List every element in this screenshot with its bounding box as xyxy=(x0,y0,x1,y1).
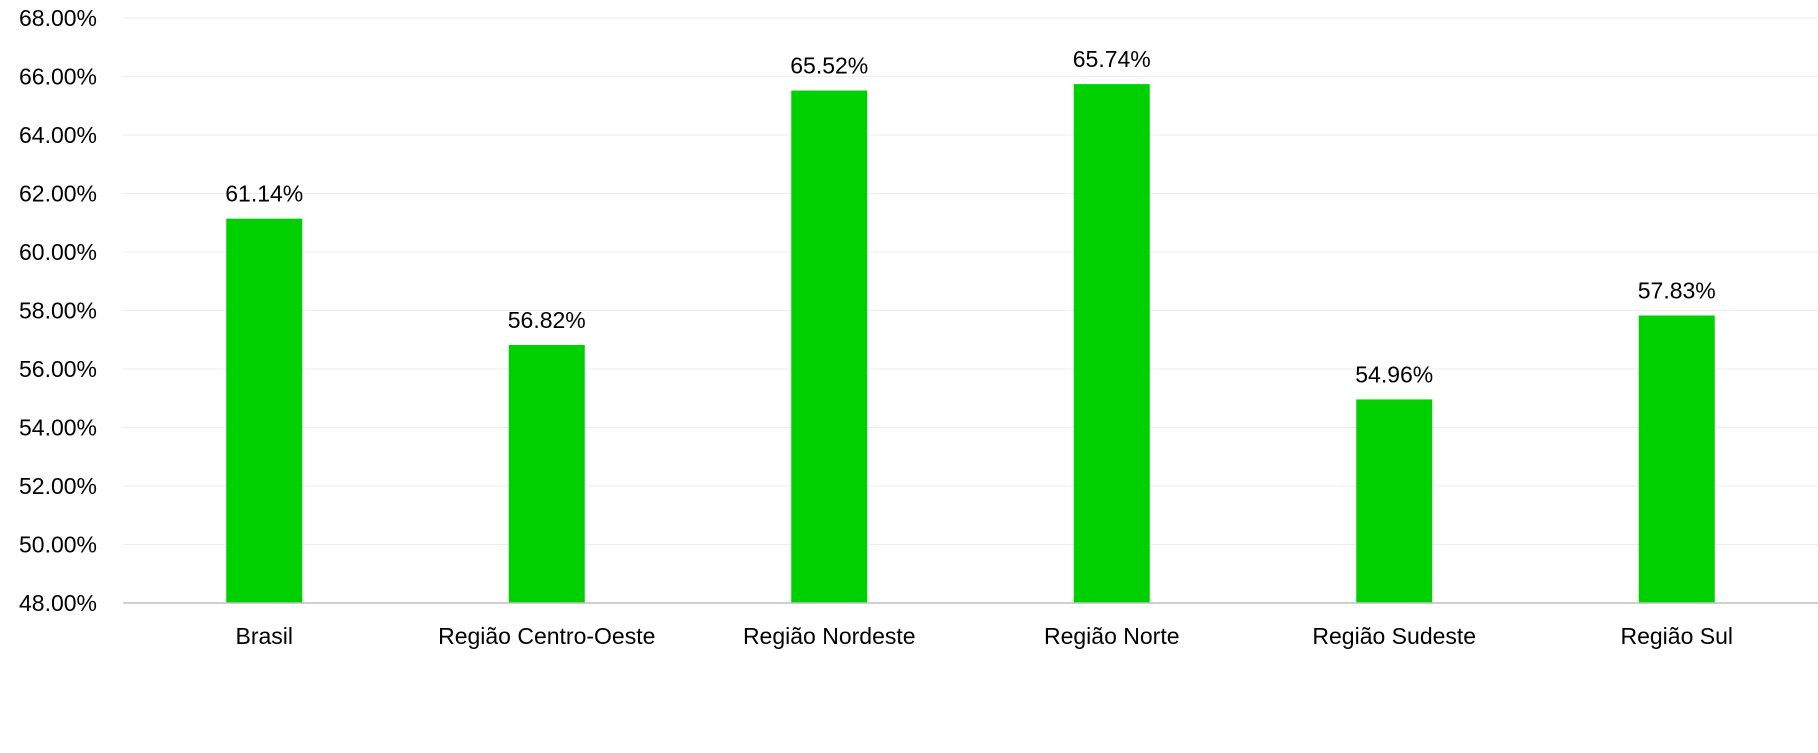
bar xyxy=(1638,315,1715,603)
bar xyxy=(1073,84,1150,604)
y-tick-label: 68.00% xyxy=(19,5,97,31)
y-tick-label: 58.00% xyxy=(19,298,97,324)
y-tick-label: 48.00% xyxy=(19,590,97,616)
y-tick-label: 50.00% xyxy=(19,532,97,558)
bar xyxy=(1356,399,1433,603)
bar xyxy=(226,218,303,603)
data-label: 65.52% xyxy=(790,53,868,79)
x-category-label: Região Centro-Oeste xyxy=(438,623,655,649)
y-tick-label: 52.00% xyxy=(19,473,97,499)
y-tick-label: 60.00% xyxy=(19,239,97,265)
labels: 48.00% 50.00% 52.00% 54.00% 56.00% 58.00% 60.0… xyxy=(19,5,1733,649)
x-category-label: Região Norte xyxy=(1044,623,1180,649)
data-label: 57.83% xyxy=(1638,277,1716,303)
x-category-label: Região Sul xyxy=(1620,623,1733,649)
y-tick-label: 66.00% xyxy=(19,64,97,90)
gridlines xyxy=(123,17,1818,545)
data-label: 65.74% xyxy=(1073,46,1151,72)
data-label: 54.96% xyxy=(1355,361,1433,387)
y-tick-label: 54.00% xyxy=(19,415,97,441)
bar xyxy=(791,90,868,604)
y-tick-label: 56.00% xyxy=(19,356,97,382)
y-tick-label: 64.00% xyxy=(19,122,97,148)
y-tick-label: 62.00% xyxy=(19,181,97,207)
x-category-label: Brasil xyxy=(235,623,293,649)
x-category-label: Região Nordeste xyxy=(743,623,916,649)
bars xyxy=(226,84,1715,604)
data-label: 56.82% xyxy=(508,307,586,333)
x-category-label: Região Sudeste xyxy=(1312,623,1476,649)
data-label: 61.14% xyxy=(225,181,303,207)
bar xyxy=(508,345,585,603)
